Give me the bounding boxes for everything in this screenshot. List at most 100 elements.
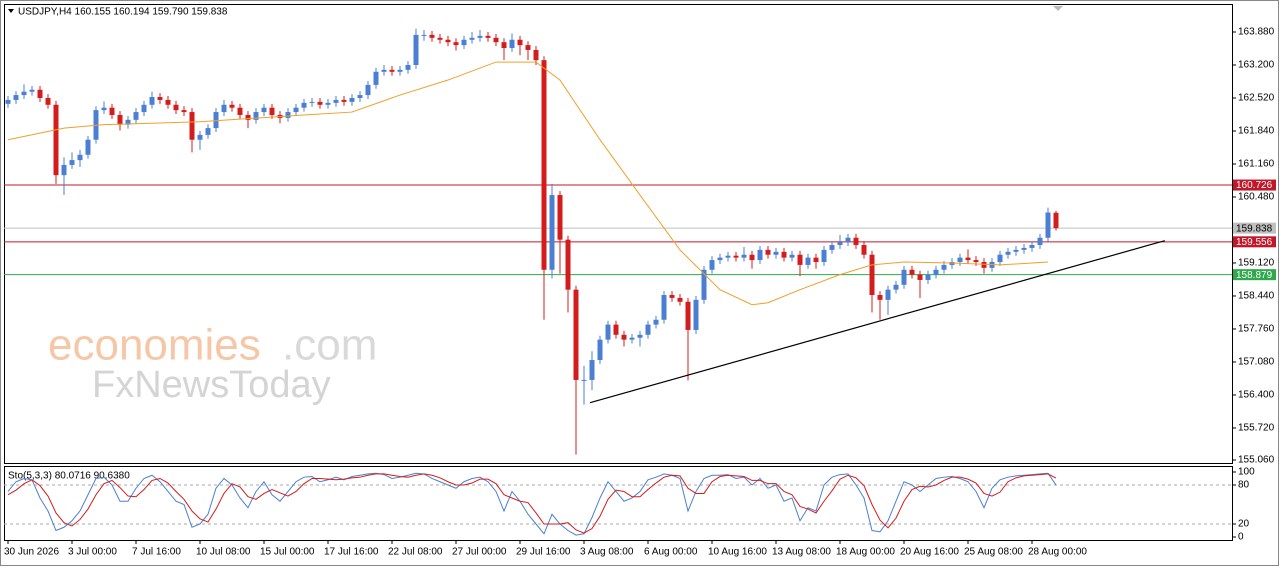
candle-body: [869, 254, 875, 296]
level-tag: [1233, 269, 1276, 281]
candle-body: [221, 104, 227, 113]
candle-body: [357, 95, 363, 98]
y-tick-label: 159.120: [1238, 258, 1275, 269]
candle-body: [829, 245, 835, 250]
candle-body: [101, 107, 107, 111]
x-tick-label: 15 Jul 00:00: [260, 547, 315, 558]
candle-body: [1021, 247, 1027, 250]
candle-body: [333, 99, 339, 103]
candle-body: [293, 107, 299, 113]
candle-body: [365, 84, 371, 96]
candle-body: [885, 289, 891, 300]
y-tick-label: 156.400: [1238, 390, 1275, 401]
y-tick-label: 155.060: [1238, 455, 1275, 466]
candle-body: [725, 255, 731, 258]
candle-body: [749, 254, 755, 261]
y-tick-label: 161.840: [1238, 126, 1275, 137]
watermark-domain: .com: [282, 321, 377, 370]
candle-body: [1037, 237, 1043, 246]
candle-body: [133, 112, 139, 120]
candle-body: [629, 337, 635, 340]
candle-body: [685, 301, 691, 330]
candle-body: [1013, 249, 1019, 252]
main-panel: [4, 4, 1233, 464]
candle-body: [717, 257, 723, 261]
candle-body: [653, 319, 659, 325]
candle-body: [413, 34, 419, 65]
candle-body: [149, 97, 155, 105]
candle-body: [813, 257, 819, 263]
candle-body: [445, 39, 451, 43]
candle-body: [517, 39, 523, 46]
candle-body: [437, 37, 443, 40]
x-tick-label: 10 Aug 16:00: [708, 547, 767, 558]
candle-body: [389, 69, 395, 72]
stoch-tick-label: 20: [1238, 519, 1250, 530]
candle-body: [973, 260, 979, 263]
x-tick-label: 10 Jul 08:00: [196, 547, 251, 558]
candle-body: [13, 95, 19, 100]
candle-body: [69, 160, 75, 165]
candle-body: [117, 114, 123, 125]
candle-body: [1029, 245, 1035, 248]
candle-body: [757, 249, 763, 261]
candle-body: [461, 39, 467, 46]
candle-body: [805, 257, 811, 265]
candle-body: [269, 107, 275, 115]
x-tick-label: 13 Aug 08:00: [772, 547, 831, 558]
trendline: [589, 240, 1165, 404]
candle-body: [877, 295, 883, 300]
level-tag-label: 159.556: [1236, 237, 1273, 248]
watermark-brand: economies: [48, 321, 261, 370]
candle-body: [405, 64, 411, 70]
candle-body: [549, 195, 555, 270]
candle-body: [309, 101, 315, 103]
candle-body: [61, 164, 67, 176]
candle-body: [477, 35, 483, 38]
candle-body: [661, 295, 667, 320]
stoch-label: Sto(5,3,3) 80.0716 90.6380: [8, 471, 130, 482]
watermark-sub: FxNewsToday: [92, 364, 331, 406]
y-tick-label: 157.080: [1238, 357, 1275, 368]
candle-body: [261, 107, 267, 113]
y-tick-label: 161.160: [1238, 159, 1275, 170]
candle-body: [501, 42, 507, 49]
candle-body: [573, 289, 579, 380]
candle-body: [317, 101, 323, 105]
x-tick-label: 17 Jul 16:00: [324, 547, 379, 558]
candle-body: [109, 107, 115, 115]
candle-body: [77, 154, 83, 161]
candle-body: [421, 34, 427, 36]
candle-body: [381, 69, 387, 72]
candle-body: [789, 254, 795, 258]
candle-body: [565, 239, 571, 290]
y-tick-label: 163.200: [1238, 60, 1275, 71]
stoch-tick-label: 100: [1238, 467, 1255, 478]
y-tick-label: 158.440: [1238, 291, 1275, 302]
y-tick-label: 157.760: [1238, 324, 1275, 335]
candle-body: [173, 104, 179, 111]
x-tick-label: 18 Aug 00:00: [836, 547, 895, 558]
candle-body: [893, 284, 899, 290]
candle-body: [597, 339, 603, 361]
chart-title: USDJPY,H4 160.155 160.194 159.790 159.83…: [18, 7, 228, 18]
level-tag: [1233, 222, 1276, 234]
candle-body: [229, 104, 235, 108]
moving-average: [7, 61, 1049, 306]
candle-body: [141, 104, 147, 113]
candle-body: [957, 257, 963, 263]
stoch-panel: [4, 466, 1233, 541]
x-tick-label: 22 Jul 08:00: [388, 547, 443, 558]
candle-body: [429, 34, 435, 38]
x-tick-label: 7 Jul 16:00: [132, 547, 181, 558]
candle-body: [901, 269, 907, 285]
candle-body: [397, 69, 403, 72]
stoch-line: [7, 472, 1057, 536]
candle-body: [701, 269, 707, 300]
candle-body: [197, 134, 203, 140]
candle-body: [285, 112, 291, 118]
candle-body: [205, 128, 211, 135]
candle-body: [541, 60, 547, 270]
candle-body: [853, 237, 859, 246]
